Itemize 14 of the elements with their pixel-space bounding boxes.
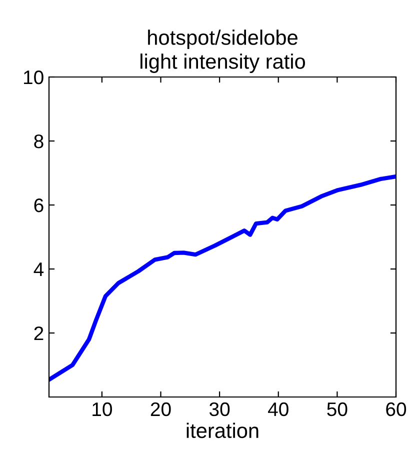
x-tick-label: 30 <box>209 402 230 416</box>
y-tick-label: 6 <box>34 198 44 212</box>
y-tick-label: 8 <box>34 134 44 148</box>
line-series <box>49 174 396 382</box>
chart-title: hotspot/sidelobe light intensity ratio <box>140 30 306 73</box>
x-tick-label: 20 <box>150 402 171 416</box>
x-tick-label: 50 <box>327 402 348 416</box>
x-tick-label: 60 <box>386 402 406 416</box>
y-tick-label: 10 <box>24 70 44 84</box>
x-tick-label: 10 <box>92 402 112 416</box>
x-tick-label: 40 <box>268 402 288 416</box>
y-tick-label: 4 <box>34 262 44 276</box>
y-tick-label: 2 <box>34 326 44 340</box>
x-axis-title: iteration <box>186 422 258 438</box>
